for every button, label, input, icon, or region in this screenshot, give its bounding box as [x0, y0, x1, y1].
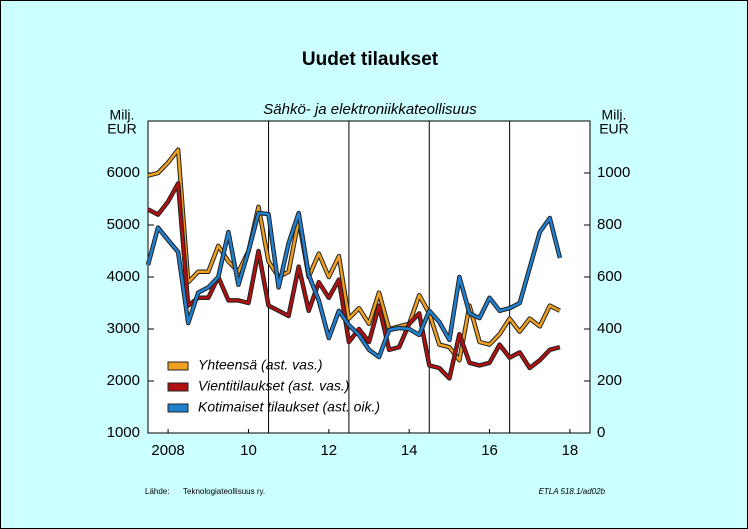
y2-tick-label: 600 — [597, 268, 622, 285]
legend-swatch — [167, 403, 189, 413]
y-tick-label: 4000 — [107, 268, 140, 285]
plot-area — [147, 120, 591, 434]
chart-title: Uudet tilaukset — [302, 49, 439, 70]
source-label: Lähde: — [145, 487, 169, 496]
legend-label: Yhteensä (ast. vas.) — [198, 357, 323, 373]
source: Teknologiateollisuus ry. — [183, 487, 265, 496]
y-tick-label: 6000 — [107, 164, 140, 181]
y-tick-label: 5000 — [107, 216, 140, 233]
legend-label: Vientitilaukset (ast. vas.) — [198, 378, 349, 394]
legend-swatch — [167, 361, 189, 371]
x-tick-label: 10 — [240, 442, 257, 459]
y-unit: EUR — [107, 121, 137, 137]
x-tick-label: 14 — [401, 442, 418, 459]
y2-tick-label: 200 — [597, 372, 622, 389]
legend-swatch — [167, 382, 189, 392]
y-tick-label: 3000 — [107, 320, 140, 337]
y2-unit: Milj. — [602, 107, 627, 123]
y2-tick-label: 800 — [597, 216, 622, 233]
x-tick-label: 12 — [320, 442, 337, 459]
y2-tick-label: 400 — [597, 320, 622, 337]
chart-subtitle: Sähkö- ja elektroniikkateollisuus — [263, 101, 477, 118]
y-unit: Milj. — [110, 107, 135, 123]
line — [147, 148, 561, 362]
code: ETLA 518.1/ad02b — [539, 487, 606, 496]
y-tick-label: 2000 — [107, 372, 140, 389]
legend-label: Kotimaiset tilaukset (ast. oik.) — [198, 399, 380, 415]
y-tick-label: 1000 — [107, 424, 140, 441]
x-tick-label: 2008 — [151, 442, 184, 459]
x-tick-label: 18 — [562, 442, 579, 459]
y2-tick-label: 1000 — [597, 164, 630, 181]
line — [146, 211, 562, 359]
y2-unit: EUR — [599, 121, 629, 137]
y2-tick-label: 0 — [597, 424, 605, 441]
x-tick-label: 16 — [481, 442, 498, 459]
